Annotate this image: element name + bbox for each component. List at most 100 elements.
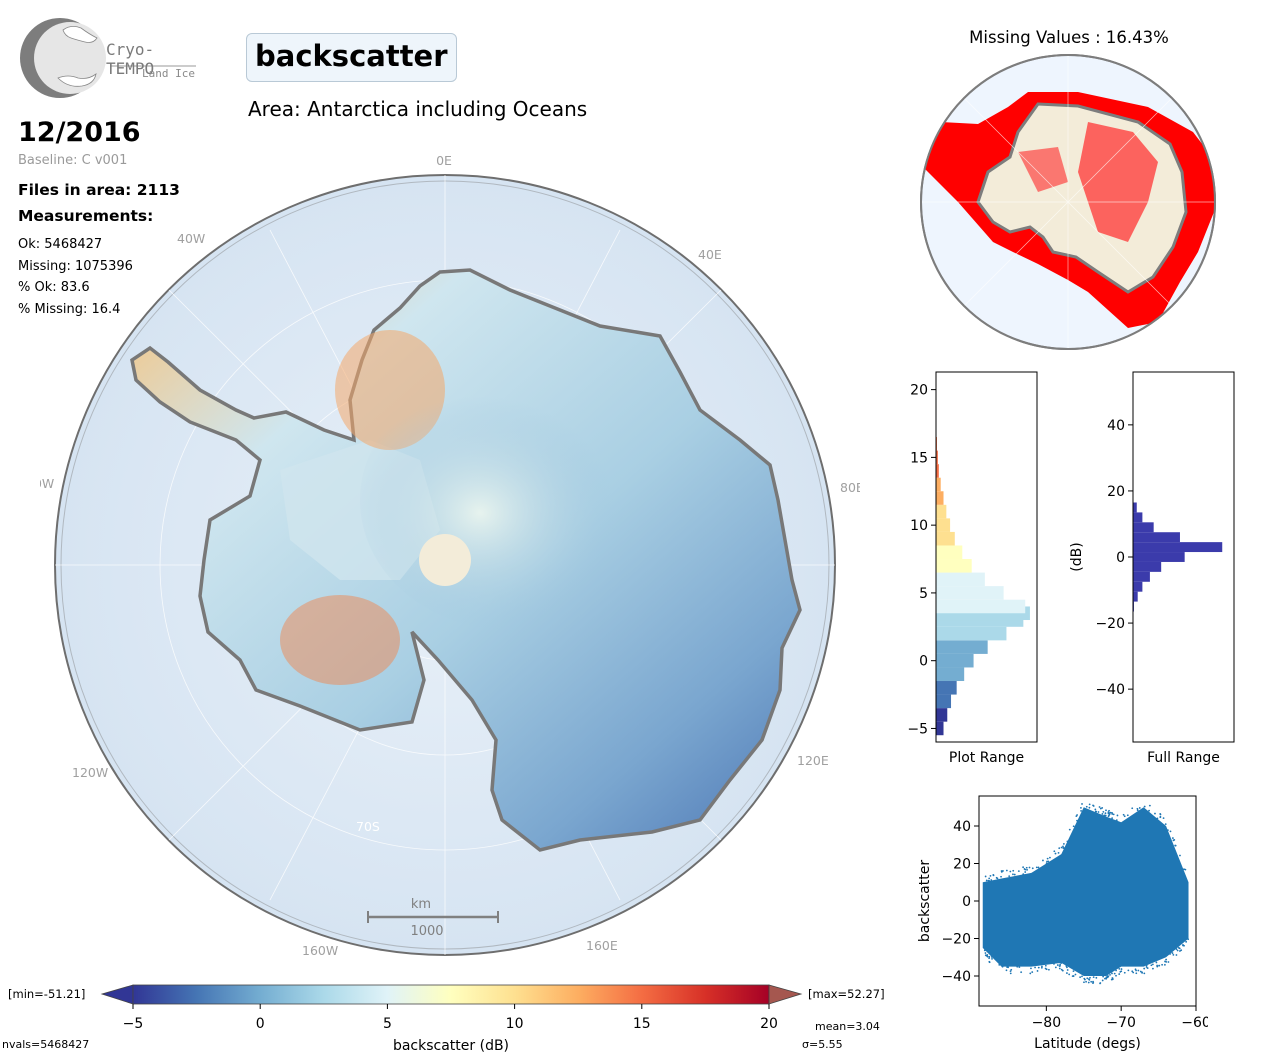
baseline-label: Baseline: C v001 [18, 153, 128, 168]
scatter-point [1094, 808, 1097, 811]
scatter-point [1111, 972, 1113, 975]
scatter-point [1000, 875, 1002, 878]
histogram-bar [936, 464, 939, 478]
histogram-bar [1133, 552, 1185, 562]
scatter-point [1171, 952, 1174, 954]
scatter-point [1151, 963, 1154, 966]
histogram-bar [936, 504, 947, 519]
scatter-y-tick-label: −20 [941, 932, 971, 948]
scatter-point [1080, 810, 1082, 812]
files-in-area: Files in area: 2113 [18, 181, 180, 199]
scatter-point [1001, 965, 1004, 968]
scatter-point [1037, 966, 1040, 969]
scatter-point [1131, 807, 1134, 810]
scatter-point [1107, 975, 1110, 978]
scatter-point [1175, 954, 1178, 956]
scatter-point [1083, 981, 1085, 984]
scatter-x-label: Latitude (degs) [1034, 1036, 1141, 1052]
histogram-x-label: Plot Range [949, 750, 1024, 766]
scatter-point [1010, 968, 1013, 971]
colorbar-gradient [132, 984, 770, 1005]
histogram-bar [936, 681, 957, 695]
scatter-point [1066, 969, 1069, 971]
scatter-point [1081, 975, 1083, 978]
logo-graphic [20, 18, 196, 98]
scatter-point [1150, 964, 1153, 967]
ok-count: Ok: 5468427 [18, 237, 103, 252]
scatter-point [1159, 813, 1162, 815]
scatter-point [1095, 976, 1098, 979]
histogram-y-tick-label: 10 [910, 518, 928, 534]
scatter-point [1146, 967, 1149, 969]
scatter-point [1072, 825, 1075, 828]
histogram-bar [936, 640, 988, 654]
histogram-bar [936, 708, 948, 722]
scatter-point [989, 874, 992, 877]
scatter-point [988, 877, 991, 880]
scatter-point [1158, 964, 1161, 967]
scatter-point [1136, 809, 1139, 812]
scatter-point [1179, 854, 1181, 857]
measurements-list: Ok: 5468427 Missing: 1075396 % Ok: 83.6 … [18, 234, 133, 320]
scatter-point [1088, 806, 1091, 809]
scatter-point [1058, 847, 1061, 850]
scatter-y-label: backscatter [917, 860, 933, 942]
scatter-point [1101, 807, 1104, 809]
scatter-point [985, 954, 988, 957]
histogram-bar [936, 559, 972, 573]
scatter-point [1009, 972, 1012, 975]
scatter-point [1108, 812, 1111, 814]
scatter-y-tick-label: 40 [953, 819, 971, 835]
scatter-point [1143, 972, 1146, 975]
scatter-point [1049, 856, 1051, 859]
scatter-point [1105, 976, 1108, 979]
scatter-point [984, 952, 987, 954]
scatter-point [1024, 871, 1027, 873]
scatter-point [1145, 964, 1148, 967]
scatter-point [1034, 966, 1036, 969]
scatter-point [1076, 814, 1079, 816]
scatter-point [1054, 852, 1057, 855]
histogram-bar [936, 626, 1007, 641]
scatter-point [1183, 868, 1185, 871]
scatter-point [1054, 966, 1057, 969]
interior-core [360, 370, 660, 630]
histogram-bar [936, 518, 951, 532]
histogram-bar [936, 491, 944, 505]
scatter-point [1062, 843, 1065, 845]
scatter-point [1020, 971, 1023, 974]
scatter-point [1099, 982, 1101, 985]
scatter-point [1108, 813, 1111, 816]
histogram-bar [936, 667, 965, 682]
scatter-point [1068, 973, 1071, 976]
scatter-point [1138, 807, 1141, 809]
scatter-point [1092, 982, 1094, 984]
histogram-y-tick-label: 20 [910, 383, 928, 399]
scatter-point [1115, 974, 1117, 977]
scatter-point [984, 875, 987, 878]
scatter-point [1107, 811, 1110, 814]
histogram-bar [1133, 522, 1154, 533]
scatter-point [1132, 971, 1135, 974]
scatter-point [1005, 869, 1008, 872]
scatter-point [1111, 977, 1114, 980]
scatter-point [1169, 953, 1171, 955]
scatter-point [1172, 839, 1175, 842]
scatter-point [1025, 866, 1028, 869]
date-label: 12/2016 [18, 117, 141, 148]
scatter-point [1012, 873, 1014, 876]
scatter-point [1156, 817, 1159, 820]
scatter-point [1105, 977, 1108, 980]
histogram-y-tick-label: −5 [907, 721, 928, 737]
scatter-point [1143, 805, 1146, 808]
scatter-point [988, 957, 991, 960]
scatter-point [1103, 814, 1106, 817]
histogram-bar [1133, 542, 1223, 553]
nvals-label: nvals=5468427 [2, 1038, 90, 1051]
scatter-y-tick-label: −40 [941, 969, 971, 985]
histogram-bar [936, 572, 985, 587]
scatter-point [1089, 976, 1091, 979]
scatter-point [1088, 978, 1090, 981]
scatter-point [1057, 851, 1060, 854]
scatter-point [1053, 963, 1055, 965]
